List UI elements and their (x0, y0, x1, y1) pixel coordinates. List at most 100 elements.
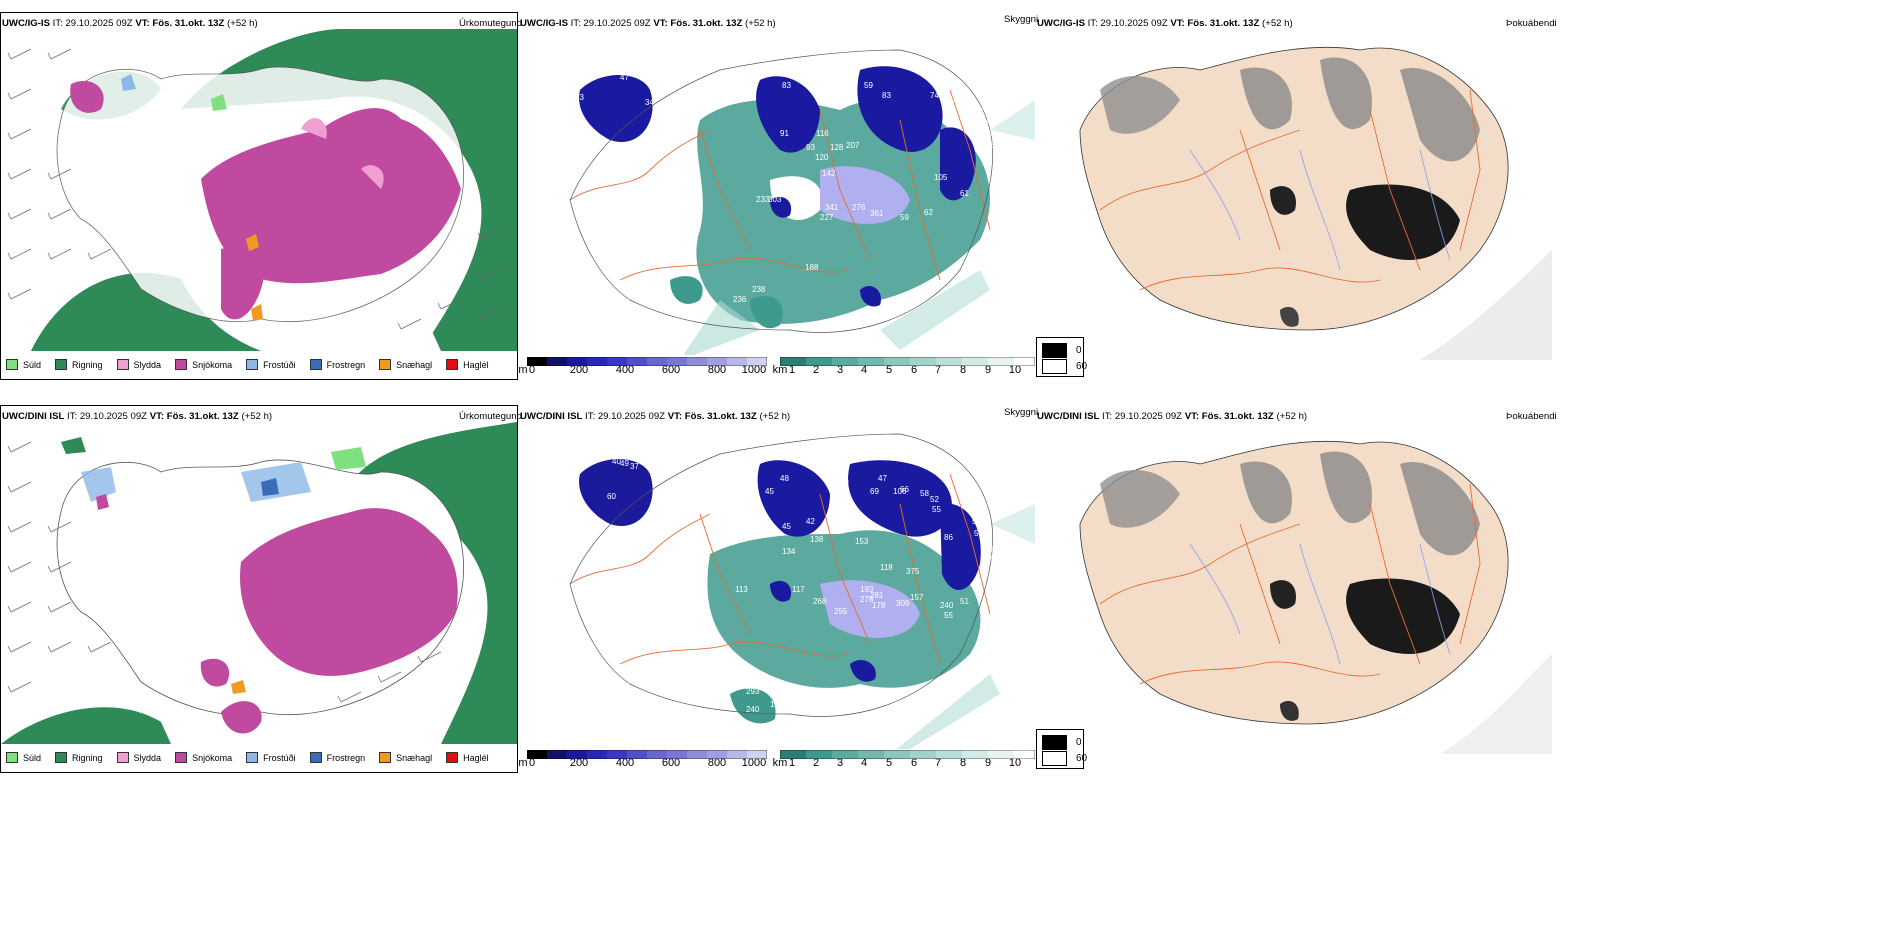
height-tick: 0 (528, 364, 536, 376)
visibility-tick: 9 (984, 757, 992, 769)
legend-swatch (6, 752, 18, 763)
ceiling-value-label: 113 (735, 585, 748, 594)
ceiling-value-label: 375 (906, 567, 920, 576)
legend-item-frostudi: Frostúði (246, 752, 296, 763)
legend-item-slydda: Slydda (116, 752, 161, 763)
visibility-tick: 4 (860, 757, 868, 769)
ceiling-value-label: 55 (944, 611, 953, 620)
ceiling-value-label: 86 (944, 533, 953, 542)
visibility-tick: 2 (812, 364, 820, 376)
height-colorbar-top (527, 357, 767, 366)
height-tick: 0 (528, 757, 536, 769)
ceiling-value-label: 93 (806, 143, 815, 152)
ceiling-value-label: 37 (630, 462, 639, 471)
ceiling-value-label: 53 (575, 93, 584, 102)
ceiling-value-label: 117 (792, 585, 805, 594)
ceiling-value-label: 74 (930, 91, 939, 100)
ceiling-value-label: 47 (620, 73, 629, 82)
legend-item-haglel: Haglél (446, 752, 489, 763)
visibility-colorbar-labels-bottom: km 1 2 3 4 5 6 7 8 9 10 (772, 757, 1042, 771)
precip-legend-bottom: Súld Rigning Slydda Snjókoma Frostúði Fr… (6, 752, 503, 763)
legend-item-frostregn: Frostregn (309, 359, 365, 370)
ceiling-value-label: 56 (980, 537, 989, 546)
ceiling-value-label: 47 (878, 474, 887, 483)
ceiling-value-label: 61 (960, 189, 969, 198)
height-tick: 200 (569, 364, 589, 376)
legend-item-sudd: Súld (6, 752, 41, 763)
ceiling-value-label: 238 (752, 285, 766, 294)
panel-title-fog-top: Þokuábendi (1506, 18, 1557, 29)
ceiling-value-label: 59 (864, 81, 873, 90)
ceiling-value-label: 51 (974, 529, 983, 538)
ceiling-value-label: 224 (688, 195, 702, 204)
height-tick: 200 (569, 757, 589, 769)
legend-item-snaehagl: Snæhagl (379, 359, 432, 370)
visibility-tick: 4 (860, 364, 868, 376)
fog-legend-item: 60 (1042, 359, 1087, 374)
map-fog-top (1040, 30, 1552, 360)
panel-header-bottom-mid: UWC/DINI ISL IT: 29.10.2025 09Z VT: Fös.… (520, 411, 791, 422)
legend-item-snjokoma: Snjókoma (175, 752, 232, 763)
ceiling-value-label: 51 (990, 141, 999, 150)
height-tick: 1000 (741, 364, 767, 376)
ceiling-value-label: 128 (830, 143, 844, 152)
fog-legend-swatch (1042, 343, 1067, 358)
ceiling-value-label: 276 (852, 203, 866, 212)
height-tick: 800 (707, 364, 727, 376)
ceiling-value-label: 268 (813, 597, 827, 606)
legend-swatch (175, 752, 188, 763)
visibility-tick: 8 (959, 364, 967, 376)
legend-item-frostregn: Frostregn (309, 752, 365, 763)
visibility-tick: 2 (812, 757, 820, 769)
ceiling-value-label: 278 (860, 595, 874, 604)
ceiling-value-label: 227 (820, 213, 834, 222)
legend-swatch (116, 359, 129, 370)
panel-header-bottom-right: UWC/DINI ISL IT: 29.10.2025 09Z VT: Fös.… (1037, 411, 1308, 422)
ceiling-value-label: 66 (900, 485, 909, 494)
fog-legend-swatch (1042, 735, 1067, 750)
ceiling-value-label: 45 (990, 553, 999, 562)
visibility-tick: 8 (959, 757, 967, 769)
ceiling-value-label: 105 (934, 173, 948, 182)
ceiling-value-label: 53 (985, 545, 994, 554)
visibility-unit: km (772, 757, 788, 769)
ceiling-value-label: 48 (780, 474, 789, 483)
ceiling-value-label: 157 (910, 593, 924, 602)
ceiling-value-label: 2 (655, 193, 660, 202)
ceiling-value-label: 51 (960, 597, 969, 606)
ceiling-value-label: 72 (974, 107, 983, 116)
ceiling-value-label: 69 (652, 181, 661, 190)
ceiling-value-label: 54 (988, 129, 997, 138)
legend-item-rigning: Rigning (55, 752, 103, 763)
ceiling-value-label: 101 (674, 191, 688, 200)
visibility-colorbar-labels-top: km 1 2 3 4 5 6 7 8 9 10 (772, 364, 1042, 378)
fog-legend-item: 0 (1042, 343, 1082, 358)
visibility-tick: 5 (885, 364, 893, 376)
ceiling-value-label: 138 (810, 535, 824, 544)
legend-item-haglel: Haglél (446, 359, 489, 370)
visibility-tick: 10 (1008, 364, 1022, 376)
ceiling-value-label: 42 (806, 517, 815, 526)
legend-swatch (379, 752, 392, 763)
height-colorbar-bottom (527, 750, 767, 759)
visibility-tick: 3 (836, 364, 844, 376)
ceiling-value-label: 52 (930, 495, 939, 504)
ceiling-value-label: 83 (882, 91, 891, 100)
visibility-tick: 9 (984, 364, 992, 376)
legend-swatch (309, 359, 322, 370)
ceiling-value-label: 120 (815, 153, 829, 162)
ceiling-value-label: 62 (924, 208, 933, 217)
ceiling-value-label: 34 (645, 98, 654, 107)
legend-item-snaehagl: Snæhagl (379, 752, 432, 763)
legend-swatch (55, 752, 68, 763)
panel-precip-type-bottom (0, 405, 518, 773)
ceiling-value-label: 193 (860, 585, 874, 594)
panel-header-top-right: UWC/IG-IS IT: 29.10.2025 09Z VT: Fös. 31… (1037, 18, 1293, 29)
ceiling-value-label: 106 (893, 487, 907, 496)
panel-header-top-left: UWC/IG-IS IT: 29.10.2025 09Z VT: Fös. 31… (2, 18, 258, 29)
legend-item-rigning: Rigning (55, 359, 103, 370)
ceiling-value-label: 45 (765, 487, 774, 496)
fog-legend-top: 0 60 (1036, 337, 1087, 377)
fog-legend-swatch (1042, 359, 1067, 374)
panel-title-fog-bottom: Þokuábendi (1506, 411, 1557, 422)
